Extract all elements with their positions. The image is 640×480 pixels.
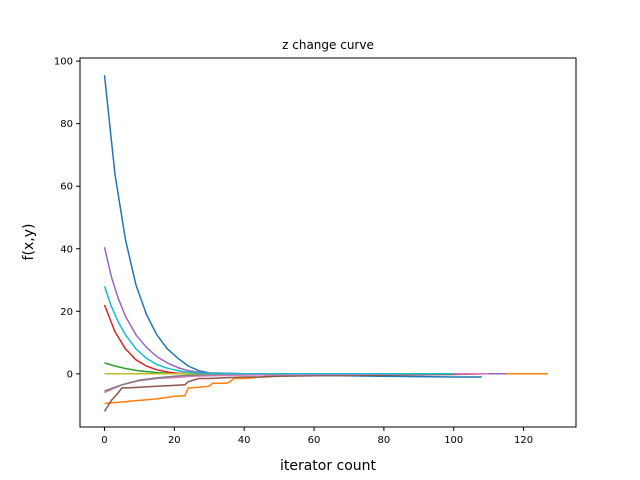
y-tick-label: 80 — [60, 119, 73, 130]
y-tick-label: 40 — [60, 244, 73, 255]
y-tick-label: 100 — [54, 57, 73, 68]
y-axis-title: f(x,y) — [21, 224, 37, 261]
y-tick-label: 20 — [60, 307, 73, 318]
x-tick-label: 40 — [238, 435, 251, 446]
x-tick-label: 20 — [168, 435, 181, 446]
x-tick-label: 80 — [378, 435, 391, 446]
y-axis: 0 20 40 60 80 100 — [54, 57, 80, 380]
series-group — [103, 75, 549, 412]
x-axis: 0 20 40 60 80 100 120 — [101, 427, 533, 446]
y-tick-label: 60 — [60, 182, 73, 193]
x-tick-label: 0 — [101, 435, 107, 446]
plot-frame — [79, 57, 577, 428]
x-tick-label: 120 — [514, 435, 533, 446]
x-axis-title: iterator count — [280, 458, 377, 474]
series-line-10 — [103, 286, 454, 375]
x-tick-label: 100 — [444, 435, 463, 446]
x-tick-label: 60 — [308, 435, 321, 446]
chart-title: z change curve — [282, 38, 374, 52]
series-line-6 — [103, 373, 489, 412]
y-tick-label: 0 — [67, 369, 73, 380]
